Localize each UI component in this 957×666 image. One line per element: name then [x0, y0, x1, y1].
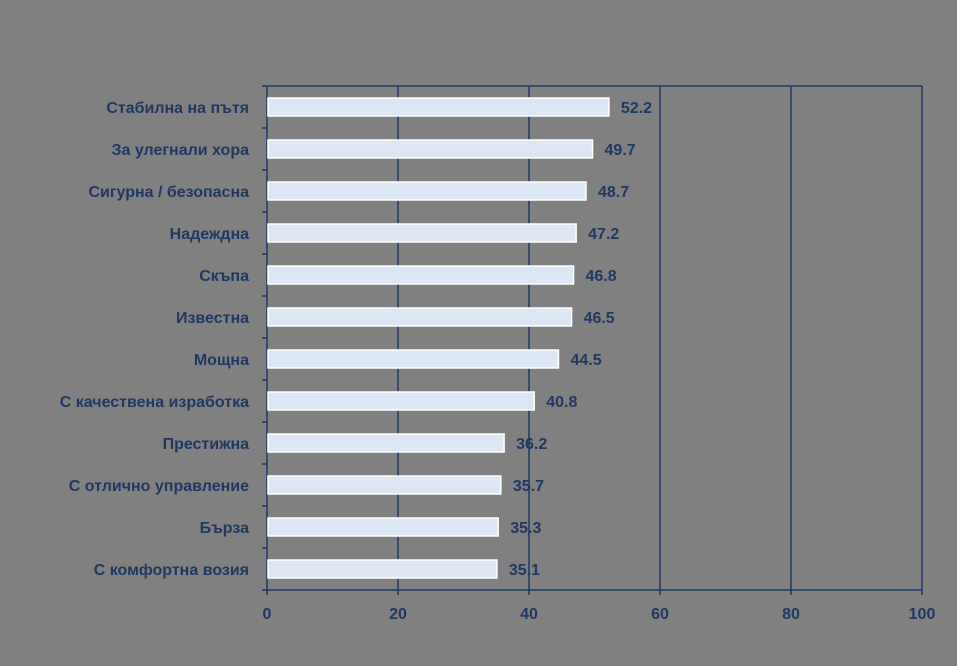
- category-label: Надеждна: [170, 226, 249, 243]
- data-label: 40.8: [546, 394, 577, 411]
- data-label: 35.7: [513, 478, 544, 495]
- data-label: 36.2: [516, 436, 547, 453]
- x-tick-label: 80: [782, 606, 800, 623]
- category-label: Стабилна на пътя: [106, 100, 249, 117]
- category-label: Бърза: [200, 520, 249, 537]
- category-label: Престижна: [163, 436, 250, 453]
- bars: [267, 97, 610, 579]
- bar-6: [267, 307, 573, 327]
- data-label: 35.3: [510, 520, 541, 537]
- data-label: 44.5: [570, 352, 601, 369]
- data-label: 47.2: [588, 226, 619, 243]
- bar-5: [267, 265, 575, 285]
- category-label: Скъпа: [199, 268, 249, 285]
- category-label: За улегнали хора: [111, 142, 249, 159]
- x-tick-label: 100: [909, 606, 936, 623]
- x-tick-label: 0: [263, 606, 272, 623]
- bar-8: [267, 391, 535, 411]
- gridlines: [397, 86, 923, 590]
- bar-10: [267, 475, 502, 495]
- axes: [262, 85, 923, 595]
- labels: 0 20 40 60 80 100 Стабилна на пътя 52.2 За улегн…: [60, 100, 936, 623]
- category-label: Известна: [176, 310, 249, 327]
- category-label: С комфортна возия: [94, 562, 249, 579]
- category-label: С отлично управление: [69, 478, 249, 495]
- x-tick-label: 40: [520, 606, 538, 623]
- category-label: Сигурна / безопасна: [88, 184, 249, 201]
- bar-2: [267, 139, 594, 159]
- data-label: 35.1: [509, 562, 540, 579]
- bar-11: [267, 517, 499, 537]
- category-label: Мощна: [194, 352, 249, 369]
- data-label: 52.2: [621, 100, 652, 117]
- bar-3: [267, 181, 587, 201]
- x-tick-label: 20: [389, 606, 407, 623]
- data-label: 46.8: [586, 268, 617, 285]
- x-tick-label: 60: [651, 606, 669, 623]
- bar-7: [267, 349, 560, 369]
- data-label: 49.7: [605, 142, 636, 159]
- bar-4: [267, 223, 577, 243]
- data-label: 46.5: [584, 310, 615, 327]
- bar-12: [267, 559, 498, 579]
- data-label: 48.7: [598, 184, 629, 201]
- bar-9: [267, 433, 505, 453]
- bar-1: [267, 97, 610, 117]
- category-label: С качествена изработка: [60, 394, 249, 411]
